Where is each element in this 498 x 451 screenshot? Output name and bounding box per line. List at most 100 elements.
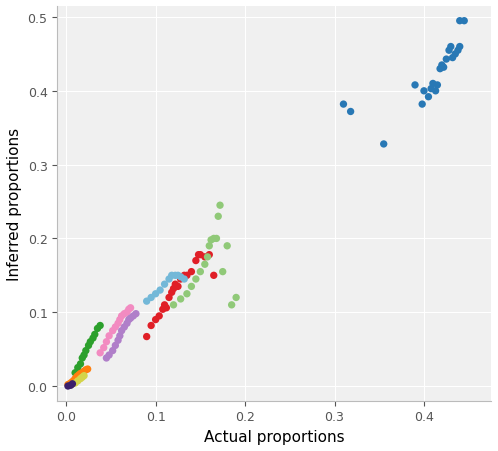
Point (454, 47, 462, 55)
Point (78, 374, 86, 381)
Point (77, 370, 85, 377)
Point (100, 344, 108, 351)
Point (183, 272, 191, 279)
Point (214, 213, 222, 221)
Point (187, 283, 195, 290)
Point (118, 313, 125, 320)
Point (74, 364, 82, 371)
Point (156, 287, 164, 294)
Point (205, 243, 213, 250)
Point (69, 377, 77, 385)
X-axis label: Actual proportions: Actual proportions (204, 429, 345, 444)
Point (177, 276, 185, 283)
Point (177, 296, 185, 303)
Point (91, 331, 99, 338)
Point (447, 44, 455, 51)
Point (196, 252, 204, 259)
Point (204, 254, 212, 261)
Point (436, 66, 444, 73)
Point (126, 315, 134, 322)
Point (438, 62, 446, 69)
Point (165, 294, 173, 301)
Point (68, 380, 76, 387)
Point (147, 322, 155, 329)
Point (195, 252, 203, 259)
Point (77, 375, 85, 382)
Point (109, 327, 117, 335)
Point (82, 347, 90, 354)
Point (180, 276, 188, 283)
Point (207, 237, 215, 244)
Point (171, 272, 179, 279)
Point (429, 81, 437, 88)
Point (456, 18, 464, 25)
Point (71, 369, 79, 377)
Point (456, 44, 464, 51)
Point (223, 243, 231, 250)
Point (121, 324, 128, 331)
Point (380, 141, 388, 148)
Point (64, 381, 72, 388)
Point (162, 304, 170, 312)
Point (103, 338, 111, 345)
Point (424, 94, 432, 101)
Point (118, 327, 125, 335)
Point (77, 360, 85, 368)
Point (85, 342, 93, 349)
Point (168, 289, 176, 296)
Point (427, 86, 435, 93)
Point (201, 254, 209, 261)
Point (105, 352, 113, 359)
Point (171, 281, 179, 288)
Point (123, 309, 131, 316)
Point (201, 261, 209, 268)
Point (183, 290, 191, 298)
Point (411, 82, 419, 89)
Point (216, 202, 224, 209)
Point (73, 373, 81, 380)
Point (78, 354, 86, 362)
Point (71, 380, 79, 387)
Point (143, 333, 151, 341)
Point (433, 82, 441, 89)
Point (112, 342, 120, 349)
Point (165, 276, 173, 283)
Point (105, 332, 113, 340)
Point (460, 18, 468, 25)
Point (143, 298, 151, 305)
Point (228, 302, 236, 309)
Point (103, 354, 111, 362)
Point (80, 372, 88, 379)
Point (160, 281, 168, 288)
Point (68, 379, 76, 386)
Point (192, 258, 200, 265)
Point (109, 347, 117, 354)
Point (180, 272, 188, 279)
Point (196, 268, 204, 276)
Point (155, 313, 163, 320)
Point (114, 320, 122, 327)
Point (192, 276, 200, 283)
Point (232, 294, 240, 301)
Point (64, 382, 72, 390)
Point (440, 64, 448, 72)
Point (159, 306, 167, 313)
Point (174, 272, 182, 279)
Point (126, 304, 134, 312)
Point (132, 310, 140, 318)
Point (449, 55, 457, 62)
Point (432, 88, 440, 95)
Point (116, 316, 124, 323)
Point (174, 283, 182, 290)
Point (67, 382, 75, 389)
Point (420, 88, 428, 95)
Point (442, 56, 450, 64)
Point (84, 366, 92, 373)
Point (219, 268, 227, 276)
Point (151, 290, 159, 298)
Point (66, 380, 74, 387)
Point (86, 338, 94, 345)
Point (168, 272, 176, 279)
Point (213, 235, 221, 243)
Point (347, 109, 355, 116)
